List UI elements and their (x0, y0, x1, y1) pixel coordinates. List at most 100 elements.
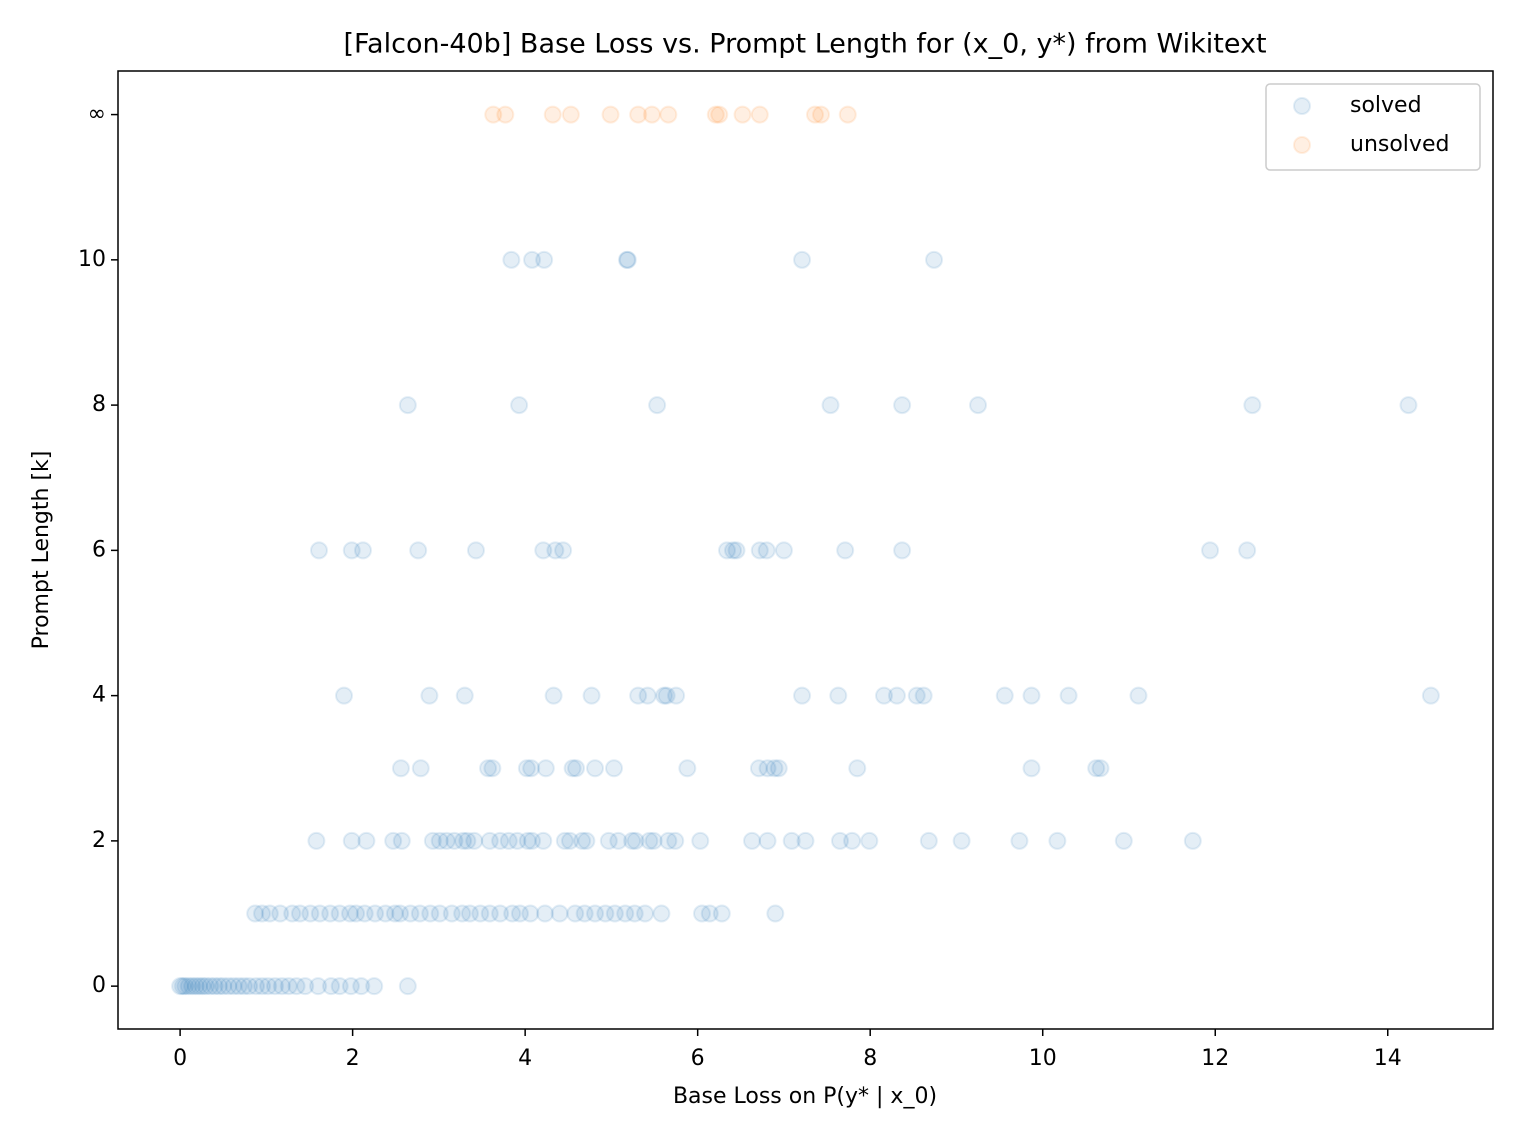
point (874, 686, 893, 705)
point (925, 250, 944, 269)
point (291, 904, 310, 923)
point (836, 541, 855, 560)
point (310, 904, 329, 923)
point (260, 904, 279, 923)
point (724, 541, 743, 560)
point (758, 759, 777, 778)
point (510, 904, 529, 923)
point (458, 831, 477, 850)
point (793, 686, 812, 705)
legend-label: unsolved (1350, 132, 1449, 157)
point (253, 977, 272, 996)
point (196, 977, 215, 996)
point (341, 977, 360, 996)
point (919, 831, 938, 850)
y-tick-label: 8 (92, 392, 106, 417)
point (657, 686, 676, 705)
point (466, 541, 485, 560)
point (353, 541, 372, 560)
point (952, 831, 971, 850)
point (420, 686, 439, 705)
point (667, 686, 686, 705)
point (544, 686, 563, 705)
point (391, 904, 410, 923)
point (623, 831, 642, 850)
point (287, 977, 306, 996)
point (517, 759, 536, 778)
point (640, 831, 659, 850)
point (838, 105, 857, 124)
point (423, 831, 442, 850)
point (342, 831, 361, 850)
point (733, 105, 752, 124)
point (224, 977, 243, 996)
point (508, 831, 527, 850)
point (1201, 541, 1220, 560)
point (796, 831, 815, 850)
point (523, 831, 542, 850)
point (648, 396, 667, 415)
point (454, 831, 473, 850)
point (829, 686, 848, 705)
x-tick-label: 14 (1374, 1046, 1402, 1071)
point (848, 759, 867, 778)
x-tick-label: 6 (691, 1046, 705, 1071)
point (279, 977, 298, 996)
point (555, 831, 574, 850)
point (342, 541, 361, 560)
x-tick-label: 10 (1029, 1046, 1057, 1071)
point (625, 904, 644, 923)
point (496, 105, 515, 124)
y-tick-label: 6 (92, 537, 106, 562)
point (550, 904, 569, 923)
point (183, 977, 202, 996)
point (805, 105, 824, 124)
point (391, 759, 410, 778)
point (376, 904, 395, 923)
point (893, 541, 912, 560)
point (821, 396, 840, 415)
point (411, 759, 430, 778)
point (692, 904, 711, 923)
point (503, 904, 522, 923)
point (465, 831, 484, 850)
point (1087, 759, 1106, 778)
point (629, 686, 648, 705)
point (1114, 831, 1133, 850)
point (430, 831, 449, 850)
point (561, 831, 580, 850)
point (652, 904, 671, 923)
point (618, 250, 637, 269)
point (766, 904, 785, 923)
point (1183, 831, 1202, 850)
point (843, 831, 862, 850)
point (561, 105, 580, 124)
point (1129, 686, 1148, 705)
point (190, 977, 209, 996)
point (700, 904, 719, 923)
point (173, 977, 192, 996)
point (535, 904, 554, 923)
point (586, 759, 605, 778)
point (499, 831, 518, 850)
point (201, 977, 220, 996)
y-tick-label: 0 (92, 973, 106, 998)
point (659, 831, 678, 850)
point (521, 904, 540, 923)
point (831, 831, 850, 850)
y-axis-label: Prompt Length [k] (29, 451, 54, 650)
point (573, 831, 592, 850)
legend-marker (1293, 97, 1311, 115)
point (617, 250, 636, 269)
point (347, 904, 366, 923)
point (205, 977, 224, 996)
point (491, 904, 510, 923)
point (995, 686, 1014, 705)
point (712, 904, 731, 923)
point (442, 904, 461, 923)
point (706, 105, 725, 124)
point (812, 105, 831, 124)
point (666, 831, 685, 850)
point (366, 904, 385, 923)
point (546, 541, 565, 560)
